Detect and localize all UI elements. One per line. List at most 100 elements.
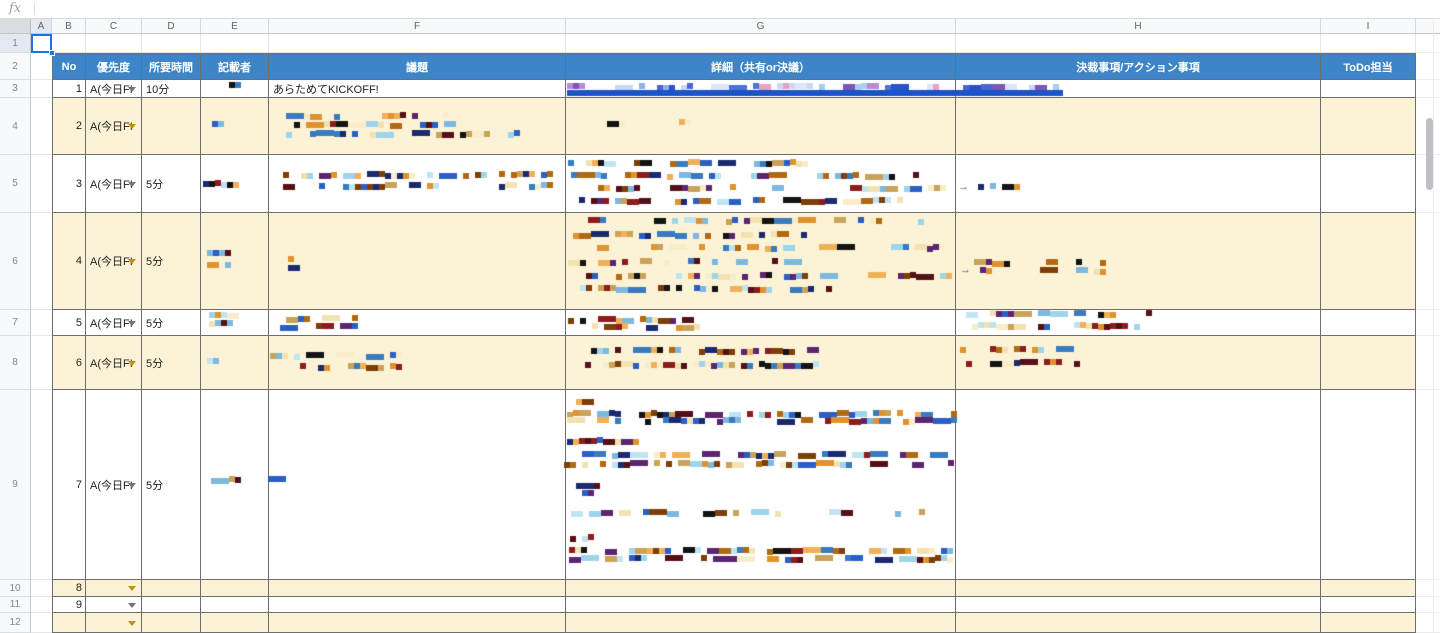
cell-B7[interactable]: 5 bbox=[52, 310, 86, 336]
cell-I10[interactable] bbox=[1321, 580, 1416, 597]
cell-E5[interactable] bbox=[201, 155, 269, 213]
dropdown-arrow-icon[interactable] bbox=[128, 86, 136, 92]
row-header-2[interactable]: 2 bbox=[0, 53, 31, 80]
cell-F10[interactable] bbox=[269, 580, 566, 597]
cell-I4[interactable] bbox=[1321, 98, 1416, 155]
cell-C9[interactable]: A(今日FI bbox=[86, 390, 142, 580]
column-header-C[interactable]: C bbox=[86, 19, 142, 33]
column-header-B[interactable]: B bbox=[52, 19, 86, 33]
header-cell-agenda[interactable]: 議題 bbox=[269, 53, 566, 80]
cell-B8[interactable]: 6 bbox=[52, 336, 86, 390]
dropdown-arrow-icon[interactable] bbox=[128, 586, 136, 591]
cell-G12[interactable] bbox=[566, 613, 956, 633]
cell-I3[interactable] bbox=[1321, 80, 1416, 98]
cell-C5[interactable]: A(今日FI bbox=[86, 155, 142, 213]
cell-C6[interactable]: A(今日FI bbox=[86, 213, 142, 310]
cell-H7[interactable] bbox=[956, 310, 1321, 336]
cell-H6[interactable] bbox=[956, 213, 1321, 310]
header-cell-no[interactable]: No bbox=[52, 53, 86, 80]
cell-G6[interactable] bbox=[566, 213, 956, 310]
cell-I8[interactable] bbox=[1321, 336, 1416, 390]
column-header-D[interactable]: D bbox=[142, 19, 201, 33]
header-cell-writer[interactable]: 記載者 bbox=[201, 53, 269, 80]
cell-A5[interactable] bbox=[31, 155, 52, 213]
cell-A10[interactable] bbox=[31, 580, 52, 597]
cell-A8[interactable] bbox=[31, 336, 52, 390]
cell-A6[interactable] bbox=[31, 213, 52, 310]
cell-E1[interactable] bbox=[201, 34, 269, 53]
cell-C12[interactable] bbox=[86, 613, 142, 633]
cell-F7[interactable] bbox=[269, 310, 566, 336]
header-cell-priority[interactable]: 優先度 bbox=[86, 53, 142, 80]
cell-C4[interactable]: A(今日FI bbox=[86, 98, 142, 155]
dropdown-arrow-icon[interactable] bbox=[128, 320, 136, 326]
cell-D11[interactable] bbox=[142, 597, 201, 613]
cell-G8[interactable] bbox=[566, 336, 956, 390]
cell-E10[interactable] bbox=[201, 580, 269, 597]
cell-A11[interactable] bbox=[31, 597, 52, 613]
row-header-5[interactable]: 5 bbox=[0, 155, 31, 213]
select-all-corner[interactable] bbox=[0, 19, 31, 33]
cell-I5[interactable] bbox=[1321, 155, 1416, 213]
cell-C1[interactable] bbox=[86, 34, 142, 53]
cell-I7[interactable] bbox=[1321, 310, 1416, 336]
cell-B1[interactable] bbox=[52, 34, 86, 53]
cell-B10[interactable]: 8 bbox=[52, 580, 86, 597]
cell-A2[interactable] bbox=[31, 53, 52, 80]
cell-F4[interactable] bbox=[269, 98, 566, 155]
cell-C7[interactable]: A(今日FI bbox=[86, 310, 142, 336]
cell-E3[interactable] bbox=[201, 80, 269, 98]
cell-H11[interactable] bbox=[956, 597, 1321, 613]
header-cell-todo[interactable]: ToDo担当 bbox=[1321, 53, 1416, 80]
cell-C11[interactable] bbox=[86, 597, 142, 613]
column-header-I[interactable]: I bbox=[1321, 19, 1416, 33]
cell-I12[interactable] bbox=[1321, 613, 1416, 633]
cell-H3[interactable] bbox=[956, 80, 1321, 98]
header-cell-decisions[interactable]: 決裁事項/アクション事項 bbox=[956, 53, 1321, 80]
cell-D5[interactable]: 5分 bbox=[142, 155, 201, 213]
cell-B4[interactable]: 2 bbox=[52, 98, 86, 155]
cell-D6[interactable]: 5分 bbox=[142, 213, 201, 310]
cell-A12[interactable] bbox=[31, 613, 52, 633]
dropdown-arrow-icon[interactable] bbox=[128, 124, 136, 129]
cell-E11[interactable] bbox=[201, 597, 269, 613]
dropdown-arrow-icon[interactable] bbox=[128, 181, 136, 187]
dropdown-arrow-icon[interactable] bbox=[128, 620, 136, 626]
cell-G9[interactable] bbox=[566, 390, 956, 580]
cell-D8[interactable]: 5分 bbox=[142, 336, 201, 390]
cell-C8[interactable]: A(今日FI bbox=[86, 336, 142, 390]
cell-F9[interactable] bbox=[269, 390, 566, 580]
formula-bar[interactable]: fx bbox=[0, 0, 1440, 18]
row-header-7[interactable]: 7 bbox=[0, 310, 31, 336]
cell-C10[interactable] bbox=[86, 580, 142, 597]
cell-B9[interactable]: 7 bbox=[52, 390, 86, 580]
cell-G11[interactable] bbox=[566, 597, 956, 613]
row-header-8[interactable]: 8 bbox=[0, 336, 31, 390]
cell-D1[interactable] bbox=[142, 34, 201, 53]
dropdown-arrow-icon[interactable] bbox=[128, 602, 136, 608]
cell-E7[interactable] bbox=[201, 310, 269, 336]
row-header-11[interactable]: 11 bbox=[0, 597, 31, 613]
row-header-1[interactable]: 1 bbox=[0, 34, 31, 53]
column-header-G[interactable]: G bbox=[566, 19, 956, 33]
cell-A4[interactable] bbox=[31, 98, 52, 155]
cell-B11[interactable]: 9 bbox=[52, 597, 86, 613]
vertical-scrollbar-thumb[interactable] bbox=[1426, 118, 1433, 190]
cell-A7[interactable] bbox=[31, 310, 52, 336]
cell-I11[interactable] bbox=[1321, 597, 1416, 613]
row-header-4[interactable]: 4 bbox=[0, 98, 31, 155]
cell-B6[interactable]: 4 bbox=[52, 213, 86, 310]
cell-E9[interactable] bbox=[201, 390, 269, 580]
cell-A3[interactable] bbox=[31, 80, 52, 98]
cell-G7[interactable] bbox=[566, 310, 956, 336]
cell-E12[interactable] bbox=[201, 613, 269, 633]
cell-G4[interactable] bbox=[566, 98, 956, 155]
cell-G3[interactable] bbox=[566, 80, 956, 98]
cell-F12[interactable] bbox=[269, 613, 566, 633]
cell-I1[interactable] bbox=[1321, 34, 1416, 53]
cell-H4[interactable] bbox=[956, 98, 1321, 155]
cell-H8[interactable] bbox=[956, 336, 1321, 390]
dropdown-arrow-icon[interactable] bbox=[128, 259, 136, 264]
column-header-F[interactable]: F bbox=[269, 19, 566, 33]
cell-I6[interactable] bbox=[1321, 213, 1416, 310]
